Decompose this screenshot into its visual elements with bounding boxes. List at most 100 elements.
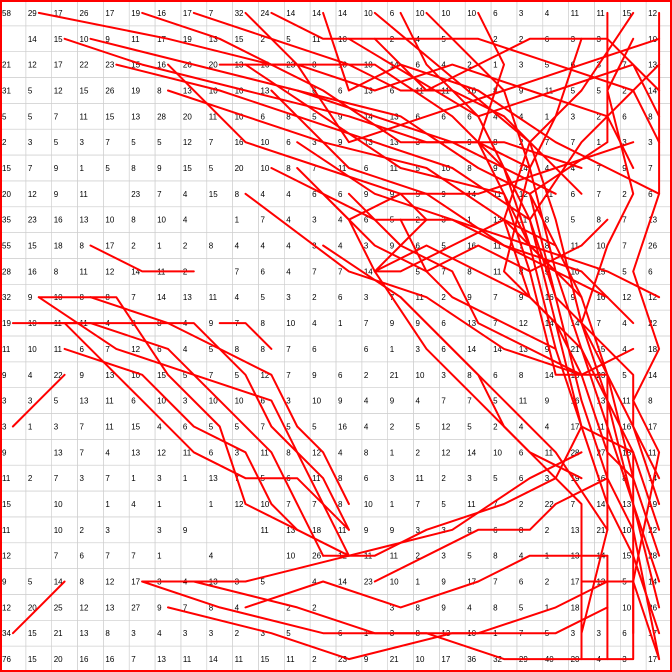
cell-value: 6 [131,397,136,406]
cell-value: 6 [390,86,395,95]
cell-value: 11 [571,242,580,251]
cell-value: 19 [2,319,11,328]
cell-value: 10 [209,397,218,406]
cell-value: 16 [467,242,476,251]
cell-value: 13 [467,319,476,328]
cell-value: 11 [493,190,502,199]
cell-value: 11 [416,293,425,302]
cell-value: 15 [2,500,11,509]
cell-value: 4 [364,422,369,431]
cell-value: 9 [467,293,472,302]
cell-value: 6 [260,267,265,276]
route-lower-diag [399,296,583,480]
cell-value: 8 [467,164,472,173]
cell-value: 15 [54,35,63,44]
cell-value: 10 [260,500,269,509]
cell-value: 17 [105,242,114,251]
cell-value: 10 [441,164,450,173]
cell-value: 2 [312,603,317,612]
cell-value: 10 [286,319,295,328]
cell-value: 15 [28,655,37,664]
cell-value: 9 [571,293,576,302]
cell-value: 2 [312,293,317,302]
cell-value: 4 [441,61,446,70]
cell-value: 4 [622,319,627,328]
cell-value: 13 [390,138,399,147]
route-lower-mid [347,192,428,273]
cell-value: 35 [2,216,11,225]
cell-value: 10 [260,164,269,173]
cell-value: 25 [54,603,63,612]
cell-value: 8 [209,242,214,251]
cell-value: 13 [183,86,192,95]
cell-value: 9 [390,319,395,328]
route-mid-fan-5 [347,192,583,376]
cell-value: 5 [209,422,214,431]
cell-value: 3 [571,112,576,121]
cell-value: 8 [545,216,550,225]
cell-value: 5 [105,164,110,173]
cell-value: 9 [2,448,7,457]
cell-value: 3 [416,345,421,354]
cell-value: 3 [519,61,524,70]
cell-value: 8 [286,112,291,121]
cell-value: 3 [183,397,188,406]
route-left-short-3 [11,373,66,428]
cell-value: 8 [105,629,110,638]
cell-value: 9 [390,526,395,535]
cell-value: 22 [545,500,554,509]
cell-value: 12 [131,345,140,354]
cell-value: 29 [28,9,37,18]
cell-value: 17 [54,9,63,18]
cell-value: 15 [260,655,269,664]
cell-value: 13 [286,526,295,535]
cell-value: 23 [338,655,347,664]
route-top-sweep-3 [141,11,531,169]
cell-value: 13 [105,371,114,380]
cell-value: 28 [648,552,657,561]
cell-value: 12 [105,267,114,276]
route-top-sweep-14 [399,11,661,118]
cell-value: 5 [260,293,265,302]
cell-value: 11 [596,9,605,18]
cell-value: 1 [545,112,550,121]
cell-value: 17 [131,578,140,587]
cell-value: 12 [441,422,450,431]
cell-value: 11 [80,190,89,199]
cell-value: 6 [183,422,188,431]
cell-value: 15 [131,422,140,431]
cell-value: 16 [338,422,347,431]
cell-value: 19 [131,86,140,95]
grid-cell [645,645,672,672]
cell-value: 1 [338,319,343,328]
cell-value: 4 [105,448,110,457]
cell-value: 1 [467,216,472,225]
cell-value: 17 [157,35,166,44]
cell-value: 12 [235,500,244,509]
cell-value: 7 [493,500,498,509]
cell-value: 32 [493,655,502,664]
cell-value: 20 [209,61,218,70]
route-mid-fan-4 [399,218,609,273]
route-bottom-wave-7 [167,606,609,661]
cell-value: 5 [28,112,33,121]
cell-value: 5 [286,422,291,431]
cell-value: 4 [260,190,265,199]
cell-value: 2 [2,138,7,147]
cell-value: 7 [286,500,291,509]
cell-value: 16 [596,293,605,302]
cell-value: 11 [622,397,631,406]
cell-value: 15 [235,35,244,44]
cell-value: 9 [545,345,550,354]
cell-value: 11 [312,35,321,44]
cell-value: 3 [131,629,136,638]
cell-value: 6 [260,112,265,121]
cell-value: 9 [416,319,421,328]
cell-value: 4 [545,422,550,431]
cell-value: 12 [28,61,37,70]
cell-value: 10 [441,9,450,18]
cell-value: 22 [54,371,63,380]
cell-value: 7 [28,164,33,173]
cell-value: 8 [416,603,421,612]
cell-value: 28 [2,267,11,276]
